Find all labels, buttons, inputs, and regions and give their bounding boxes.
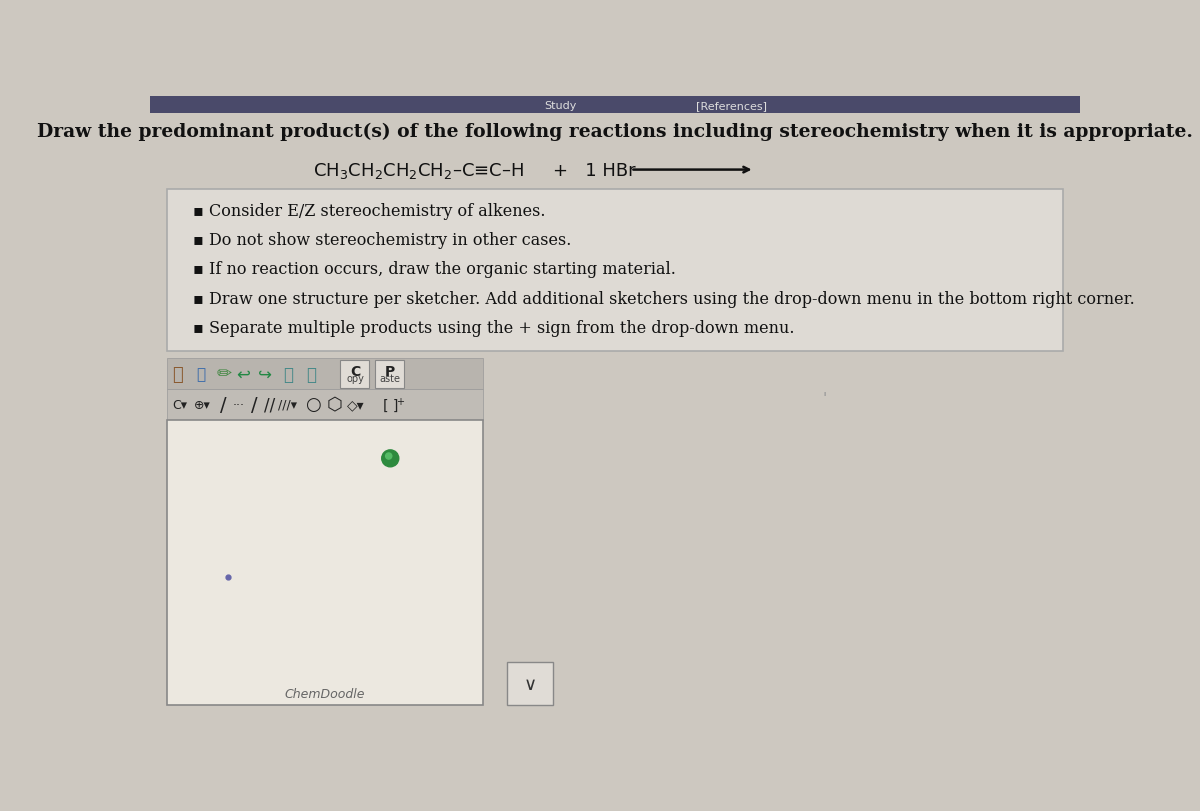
Bar	[167, 389, 484, 420]
Bar	[167, 358, 484, 389]
Text: ◇▾: ◇▾	[347, 398, 364, 412]
Text: ···: ···	[233, 398, 245, 411]
Text: //: //	[264, 396, 276, 414]
Bar	[167, 420, 484, 705]
Text: ↪: ↪	[258, 365, 271, 383]
Text: ⊕▾: ⊕▾	[194, 398, 211, 411]
Circle shape	[382, 450, 398, 467]
Text: C▾: C▾	[172, 398, 187, 411]
Text: ✏: ✏	[216, 365, 232, 383]
Text: +: +	[396, 397, 403, 407]
Text: 🔍: 🔍	[306, 365, 317, 383]
Text: 🔍: 🔍	[283, 365, 293, 383]
Text: ChemDoodle: ChemDoodle	[284, 687, 365, 700]
Text: Study: Study	[545, 101, 577, 111]
Text: 🔒: 🔒	[196, 367, 205, 382]
Text: 🖐: 🖐	[172, 365, 182, 383]
Text: CH$_3$CH$_2$CH$_2$CH$_2$–C≡C–H: CH$_3$CH$_2$CH$_2$CH$_2$–C≡C–H	[313, 161, 524, 180]
Text: C: C	[350, 364, 360, 378]
Text: Draw the predominant product(s) of the following reactions including stereochemi: Draw the predominant product(s) of the f…	[37, 122, 1193, 141]
Text: /: /	[221, 396, 227, 414]
Text: ∨: ∨	[523, 675, 536, 693]
Text: ▪ If no reaction occurs, draw the organic starting material.: ▪ If no reaction occurs, draw the organi…	[193, 261, 676, 278]
Text: aste: aste	[379, 374, 401, 384]
Text: ▪ Consider E/Z stereochemistry of alkenes.: ▪ Consider E/Z stereochemistry of alkene…	[193, 203, 545, 220]
Bar	[167, 190, 1063, 351]
Bar	[340, 360, 370, 388]
Bar	[150, 97, 1080, 114]
Text: ▪ Draw one structure per sketcher. Add additional sketchers using the drop-down : ▪ Draw one structure per sketcher. Add a…	[193, 290, 1134, 307]
Text: ○: ○	[305, 396, 320, 414]
Bar	[506, 663, 553, 705]
Circle shape	[385, 453, 392, 460]
Text: ⬡: ⬡	[326, 396, 342, 414]
Bar	[374, 360, 404, 388]
Text: +   1 HBr: + 1 HBr	[553, 161, 636, 179]
Text: [References]: [References]	[696, 101, 767, 111]
Text: /: /	[251, 396, 258, 414]
Text: ': '	[822, 391, 827, 406]
Text: P: P	[385, 364, 395, 378]
Text: ▪ Do not show stereochemistry in other cases.: ▪ Do not show stereochemistry in other c…	[193, 232, 571, 249]
Text: ///▾: ///▾	[278, 398, 298, 411]
Text: [ ]: [ ]	[383, 398, 398, 412]
Text: opy: opy	[347, 374, 365, 384]
Text: ↩: ↩	[236, 365, 250, 383]
Text: ▪ Separate multiple products using the + sign from the drop-down menu.: ▪ Separate multiple products using the +…	[193, 320, 794, 337]
